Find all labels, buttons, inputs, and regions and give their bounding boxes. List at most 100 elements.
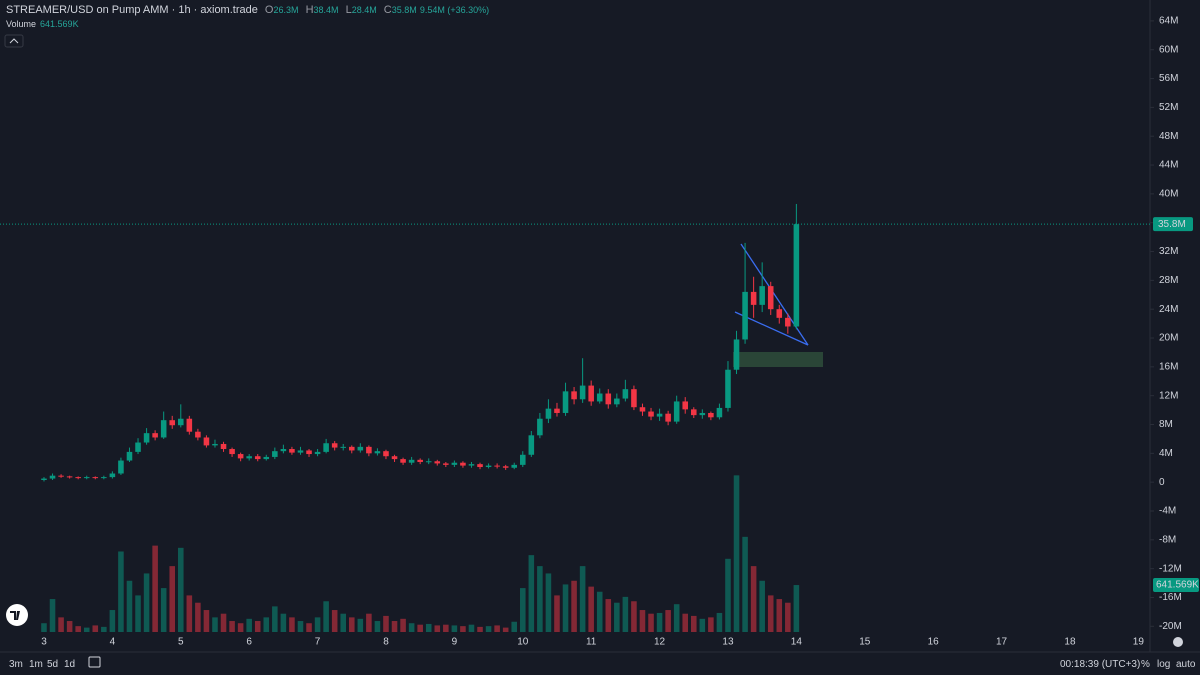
ohlc-value: 26.3M <box>273 5 299 15</box>
candle-body <box>417 459 423 462</box>
volume-bar <box>502 627 509 632</box>
x-tick-label: 13 <box>722 637 734 648</box>
candle-body <box>126 451 133 461</box>
x-tick-label: 16 <box>928 637 940 648</box>
range-button[interactable]: 3m <box>9 659 23 670</box>
y-tick-label: 0 <box>1159 477 1165 488</box>
candle-body <box>314 451 321 455</box>
x-tick-label: 6 <box>246 637 252 648</box>
y-tick-label: 20M <box>1159 333 1178 344</box>
volume-bar <box>254 621 261 632</box>
volume-bar <box>408 623 415 632</box>
candle-body <box>340 446 347 448</box>
volume-bar <box>280 613 287 632</box>
y-tick-label: -16M <box>1159 592 1182 603</box>
range-button[interactable]: 5d <box>47 659 59 670</box>
volume-bar <box>383 615 389 632</box>
candle-body <box>528 435 535 455</box>
collapse-button[interactable] <box>4 34 24 48</box>
volume-bar <box>622 596 629 632</box>
volume-bar <box>212 617 218 632</box>
symbol: STREAMER/USD on Pump AMM · 1h · axiom.tr… <box>6 4 258 16</box>
y-tick-label: 16M <box>1159 361 1178 372</box>
volume-bar <box>571 580 577 632</box>
candle-body <box>357 446 364 451</box>
y-tick-label: 24M <box>1159 304 1178 315</box>
change: 9.54M (+36.30%) <box>419 5 490 15</box>
ohlc-key: C <box>383 4 392 16</box>
option-button[interactable]: % <box>1141 659 1150 670</box>
ohlc-key: H <box>305 4 314 16</box>
settings-icon[interactable] <box>1173 637 1183 647</box>
clock: 00:18:39 (UTC+3) <box>1060 659 1141 670</box>
volume-bar <box>596 591 603 632</box>
candle-body <box>212 443 218 446</box>
candle-body <box>391 456 398 460</box>
range-button[interactable]: 1d <box>64 659 76 670</box>
volume-bar <box>673 604 680 632</box>
candle-body <box>348 446 355 451</box>
x-tick-label: 19 <box>1133 637 1145 648</box>
volume-bar <box>793 585 800 632</box>
x-tick-label: 12 <box>654 637 666 648</box>
volume-bar <box>528 555 535 632</box>
price-tag <box>1153 217 1193 232</box>
option-button[interactable]: log <box>1157 659 1171 670</box>
candle-body <box>220 443 227 450</box>
candle-body <box>622 389 629 399</box>
y-tick-label: 8M <box>1159 419 1173 430</box>
volume-bar <box>588 586 594 632</box>
candle-body <box>101 477 107 479</box>
candle-body <box>408 459 415 463</box>
candle-body <box>229 449 235 455</box>
x-tick-label: 10 <box>517 637 529 648</box>
candle-body <box>793 224 800 327</box>
candle-body <box>58 475 64 477</box>
volume-bar <box>169 566 176 632</box>
volume-bar <box>348 617 355 632</box>
y-tick-label: -12M <box>1159 563 1182 574</box>
calendar-icon[interactable] <box>88 656 101 668</box>
candle-body <box>579 385 586 400</box>
candle-body <box>614 398 620 405</box>
volume-tag-label: 641.569K <box>1156 580 1199 591</box>
y-tick-label: 64M <box>1159 16 1178 27</box>
x-tick-label: 4 <box>110 637 116 648</box>
volume-bar <box>468 624 475 632</box>
x-tick-label: 11 <box>586 637 597 648</box>
volume-bar <box>648 613 654 632</box>
volume-bar <box>109 610 116 632</box>
volume-bar <box>759 580 765 632</box>
candle-body <box>716 407 723 418</box>
volume-bar <box>186 595 193 632</box>
y-tick-label: 12M <box>1159 390 1178 401</box>
volume-bar <box>750 566 757 632</box>
range-button[interactable]: 1m <box>29 659 43 670</box>
candle-body <box>460 462 466 466</box>
volume-bar <box>92 625 99 632</box>
candle-body <box>400 459 406 463</box>
candle-body <box>92 477 99 479</box>
candle-body <box>109 473 116 478</box>
volume-bar <box>323 601 329 632</box>
candle-body <box>494 465 500 467</box>
candle-body <box>451 462 458 465</box>
candle-body <box>665 413 671 422</box>
volume-bar <box>545 573 552 632</box>
volume-bar <box>195 602 201 632</box>
option-button[interactable]: auto <box>1176 659 1196 670</box>
candle-body <box>588 385 594 402</box>
volume-bar <box>178 547 184 632</box>
volume-bar <box>366 613 372 632</box>
volume-bar <box>152 545 158 632</box>
candle-body <box>195 431 201 438</box>
volume-bar <box>605 599 612 632</box>
candle-body <box>477 464 483 468</box>
volume-bar <box>733 475 740 632</box>
candle-body <box>118 460 124 474</box>
volume-bar <box>665 610 671 632</box>
candle-body <box>135 442 141 452</box>
candle-body <box>631 389 637 408</box>
candle-body <box>673 401 680 422</box>
